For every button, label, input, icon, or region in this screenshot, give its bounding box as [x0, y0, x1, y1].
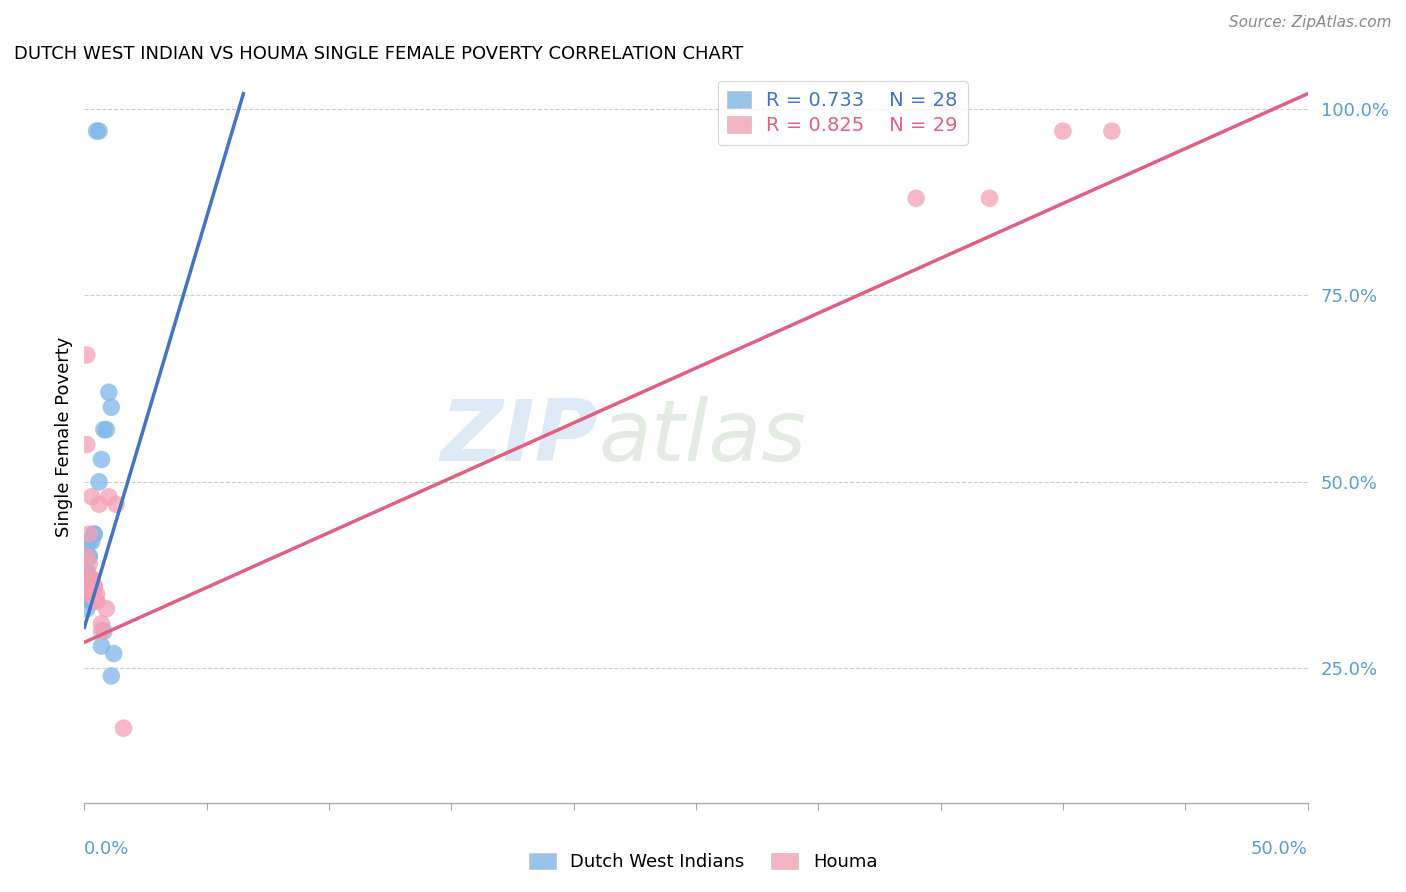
Point: [80, 587, 103, 601]
Point: [103, 647, 125, 661]
Point: [1052, 124, 1074, 138]
Point: [90, 616, 112, 631]
Point: [83, 579, 105, 593]
Point: [77, 587, 100, 601]
Point: [86, 594, 108, 608]
Point: [83, 527, 105, 541]
Point: [77, 527, 100, 541]
Point: [93, 423, 115, 437]
Legend: R = 0.733    N = 28, R = 0.825    N = 29: R = 0.733 N = 28, R = 0.825 N = 29: [717, 81, 967, 145]
Legend: Dutch West Indians, Houma: Dutch West Indians, Houma: [522, 846, 884, 879]
Y-axis label: Single Female Poverty: Single Female Poverty: [55, 337, 73, 537]
Point: [96, 601, 118, 615]
Point: [80, 572, 103, 586]
Point: [86, 587, 108, 601]
Point: [76, 565, 98, 579]
Text: 50.0%: 50.0%: [1251, 840, 1308, 858]
Point: [979, 191, 1001, 205]
Point: [76, 437, 98, 451]
Point: [86, 124, 108, 138]
Point: [77, 572, 100, 586]
Point: [80, 579, 103, 593]
Point: [97, 385, 120, 400]
Point: [80, 534, 103, 549]
Point: [83, 579, 105, 593]
Point: [100, 401, 122, 415]
Text: 0.0%: 0.0%: [84, 840, 129, 858]
Point: [80, 490, 103, 504]
Point: [76, 601, 98, 615]
Point: [87, 497, 110, 511]
Point: [76, 549, 98, 564]
Point: [80, 594, 103, 608]
Text: ZIP: ZIP: [440, 395, 598, 479]
Text: atlas: atlas: [598, 395, 806, 479]
Point: [905, 191, 928, 205]
Point: [77, 572, 100, 586]
Point: [83, 579, 105, 593]
Point: [105, 497, 128, 511]
Point: [90, 452, 112, 467]
Point: [90, 624, 112, 639]
Point: [97, 490, 120, 504]
Point: [80, 572, 103, 586]
Point: [77, 549, 100, 564]
Point: [76, 348, 98, 362]
Point: [76, 579, 98, 593]
Point: [80, 594, 103, 608]
Point: [77, 587, 100, 601]
Point: [93, 624, 115, 639]
Point: [77, 557, 100, 571]
Text: DUTCH WEST INDIAN VS HOUMA SINGLE FEMALE POVERTY CORRELATION CHART: DUTCH WEST INDIAN VS HOUMA SINGLE FEMALE…: [14, 45, 744, 62]
Point: [77, 549, 100, 564]
Point: [77, 534, 100, 549]
Point: [96, 423, 118, 437]
Point: [100, 669, 122, 683]
Point: [90, 639, 112, 653]
Text: Source: ZipAtlas.com: Source: ZipAtlas.com: [1229, 15, 1392, 29]
Point: [77, 587, 100, 601]
Point: [83, 527, 105, 541]
Point: [87, 124, 110, 138]
Point: [112, 721, 135, 735]
Point: [86, 594, 108, 608]
Point: [83, 587, 105, 601]
Point: [76, 565, 98, 579]
Point: [1101, 124, 1123, 138]
Point: [87, 475, 110, 489]
